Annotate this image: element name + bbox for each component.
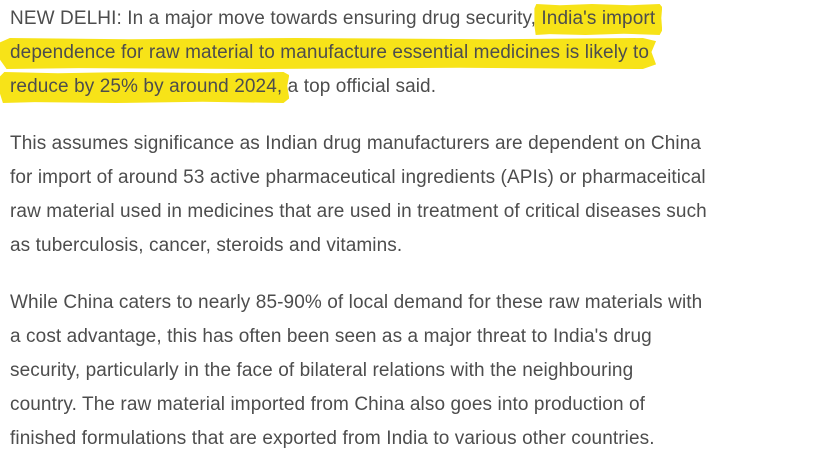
article-text: NEW DELHI: In a major move towards ensur… (0, 2, 815, 456)
text-line: reduce by 25% by around 2024, a top offi… (0, 70, 815, 104)
text-line: While China caters to nearly 85-90% of l… (10, 286, 815, 320)
text-segment: finished formulations that are exported … (10, 428, 655, 449)
paragraph-api-dependence: This assumes significance as Indian drug… (10, 127, 815, 263)
text-segment: a cost advantage, this has often been se… (10, 326, 652, 347)
text-line: finished formulations that are exported … (10, 422, 815, 456)
highlighted-text: reduce by 25% by around 2024, (0, 72, 290, 103)
text-segment: security, particularly in the face of bi… (10, 360, 634, 381)
text-segment: This assumes significance as Indian drug… (10, 133, 702, 154)
highlighted-text: dependence for raw material to manufactu… (0, 38, 657, 69)
text-line: This assumes significance as Indian drug… (10, 127, 815, 161)
text-line: as tuberculosis, cancer, steroids and vi… (10, 229, 815, 263)
text-segment: for import of around 53 active pharmaceu… (10, 167, 706, 188)
text-line: for import of around 53 active pharmaceu… (10, 161, 815, 195)
text-line: NEW DELHI: In a major move towards ensur… (10, 2, 815, 36)
text-line: a cost advantage, this has often been se… (10, 320, 815, 354)
text-line: dependence for raw material to manufactu… (0, 36, 815, 70)
text-segment: as tuberculosis, cancer, steroids and vi… (10, 235, 403, 256)
text-segment: raw material used in medicines that are … (10, 201, 707, 222)
highlighted-text: India's import (534, 4, 663, 35)
paragraph-lead: NEW DELHI: In a major move towards ensur… (0, 2, 815, 104)
text-line: security, particularly in the face of bi… (10, 354, 815, 388)
text-segment: NEW DELHI: In a major move towards ensur… (10, 8, 542, 29)
text-segment: While China caters to nearly 85-90% of l… (10, 292, 703, 313)
text-segment: country. The raw material imported from … (10, 394, 646, 415)
paragraph-china-share: While China caters to nearly 85-90% of l… (10, 286, 815, 456)
text-segment: a top official said. (282, 76, 437, 97)
text-line: country. The raw material imported from … (10, 388, 815, 422)
text-line: raw material used in medicines that are … (10, 195, 815, 229)
